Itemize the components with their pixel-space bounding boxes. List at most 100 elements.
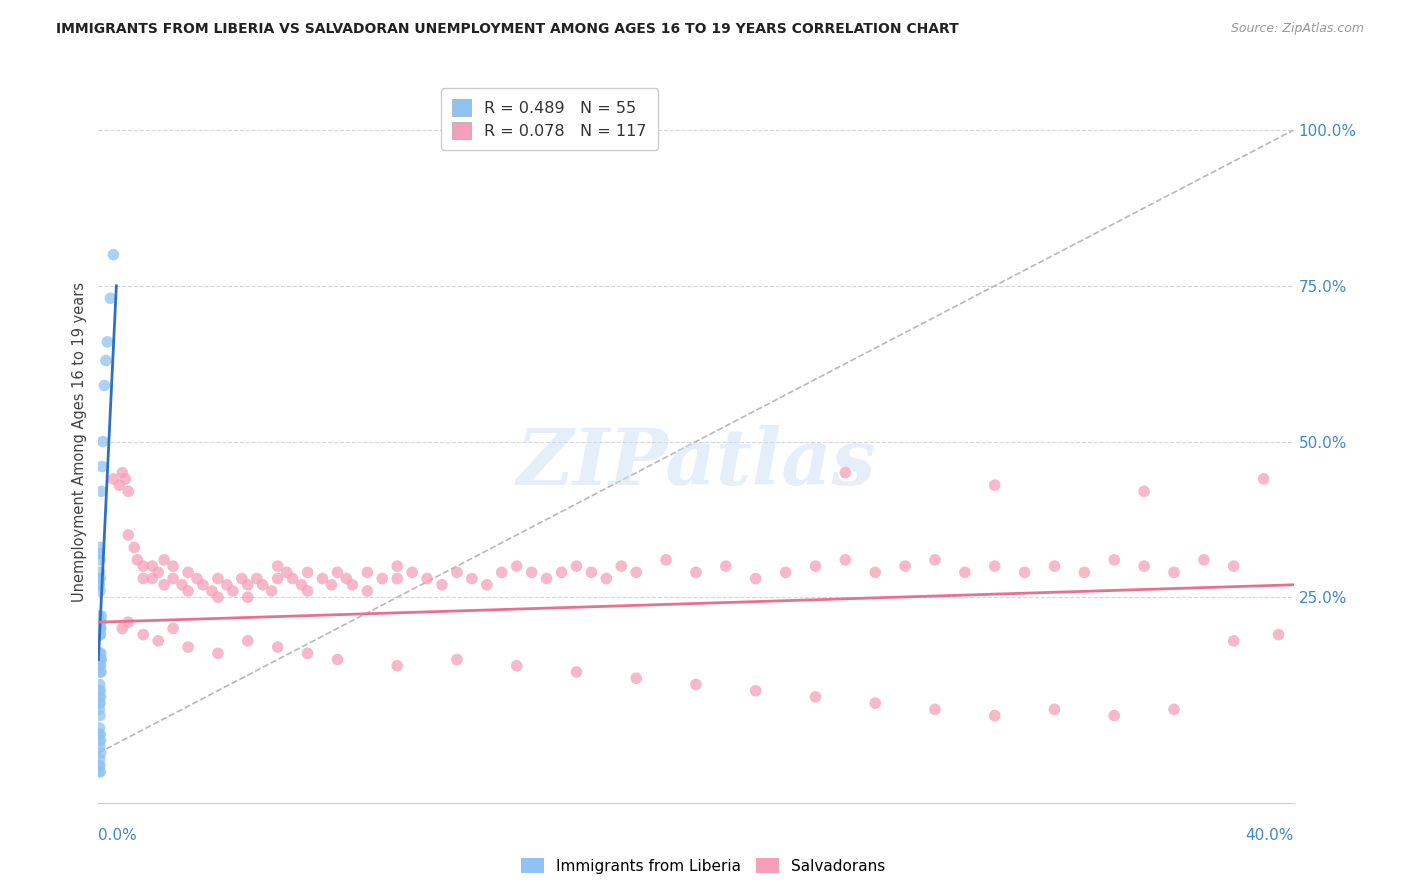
Point <box>1223 559 1246 574</box>
Point <box>90 652 112 666</box>
Point <box>89 566 111 580</box>
Point <box>117 484 139 499</box>
Point <box>924 553 946 567</box>
Point <box>89 696 111 710</box>
Point <box>356 584 378 599</box>
Point <box>90 484 112 499</box>
Point <box>894 559 917 574</box>
Point <box>775 566 797 580</box>
Point <box>207 572 229 586</box>
Point <box>162 621 184 635</box>
Point <box>89 708 111 723</box>
Point <box>714 559 737 574</box>
Point <box>311 572 333 586</box>
Point <box>201 584 224 599</box>
Point <box>506 658 529 673</box>
Point <box>297 566 319 580</box>
Point <box>89 541 111 555</box>
Point <box>89 646 111 660</box>
Point <box>1073 566 1095 580</box>
Point <box>231 572 253 586</box>
Point <box>89 752 111 766</box>
Point <box>111 621 134 635</box>
Point <box>326 566 349 580</box>
Point <box>162 559 184 574</box>
Point <box>984 559 1007 574</box>
Point <box>281 572 304 586</box>
Point <box>93 378 115 392</box>
Point <box>87 758 110 772</box>
Point <box>520 566 543 580</box>
Point <box>153 553 176 567</box>
Point <box>475 578 498 592</box>
Point <box>127 553 149 567</box>
Point <box>236 578 259 592</box>
Point <box>446 566 468 580</box>
Point <box>89 696 111 710</box>
Point <box>91 434 114 449</box>
Point <box>207 591 229 605</box>
Point <box>87 652 110 666</box>
Point <box>162 572 184 586</box>
Point <box>953 566 976 580</box>
Point <box>89 553 111 567</box>
Point <box>89 572 111 586</box>
Point <box>550 566 572 580</box>
Text: Source: ZipAtlas.com: Source: ZipAtlas.com <box>1230 22 1364 36</box>
Point <box>1163 566 1185 580</box>
Point <box>267 640 290 654</box>
Point <box>342 578 364 592</box>
Point <box>1043 702 1066 716</box>
Point <box>89 621 111 635</box>
Point <box>87 727 110 741</box>
Point <box>595 572 617 586</box>
Point <box>90 646 112 660</box>
Point <box>385 559 409 574</box>
Point <box>87 609 110 624</box>
Point <box>685 566 707 580</box>
Point <box>89 658 111 673</box>
Point <box>276 566 298 580</box>
Point <box>89 764 111 779</box>
Point <box>132 627 155 641</box>
Point <box>430 578 453 592</box>
Point <box>1223 633 1246 648</box>
Point <box>371 572 394 586</box>
Point <box>565 559 588 574</box>
Point <box>222 584 245 599</box>
Point <box>297 584 319 599</box>
Point <box>91 459 114 474</box>
Point <box>1133 559 1156 574</box>
Point <box>207 646 229 660</box>
Point <box>132 572 155 586</box>
Point <box>177 640 200 654</box>
Point <box>335 572 357 586</box>
Point <box>984 478 1007 492</box>
Point <box>89 758 111 772</box>
Point <box>141 559 163 574</box>
Point <box>1014 566 1036 580</box>
Point <box>326 652 349 666</box>
Point <box>89 652 111 666</box>
Point <box>153 578 176 592</box>
Point <box>610 559 633 574</box>
Point <box>89 702 111 716</box>
Point <box>89 658 111 673</box>
Point <box>260 584 283 599</box>
Point <box>132 559 155 574</box>
Point <box>89 627 111 641</box>
Point <box>416 572 439 586</box>
Point <box>865 566 887 580</box>
Legend: Immigrants from Liberia, Salvadorans: Immigrants from Liberia, Salvadorans <box>515 852 891 880</box>
Point <box>267 559 290 574</box>
Point <box>321 578 343 592</box>
Point <box>148 633 170 648</box>
Point <box>94 353 117 368</box>
Point <box>89 578 111 592</box>
Text: 0.0%: 0.0% <box>98 828 138 843</box>
Y-axis label: Unemployment Among Ages 16 to 19 years: Unemployment Among Ages 16 to 19 years <box>72 282 87 601</box>
Point <box>924 702 946 716</box>
Point <box>401 566 423 580</box>
Point <box>141 572 163 586</box>
Point <box>685 677 707 691</box>
